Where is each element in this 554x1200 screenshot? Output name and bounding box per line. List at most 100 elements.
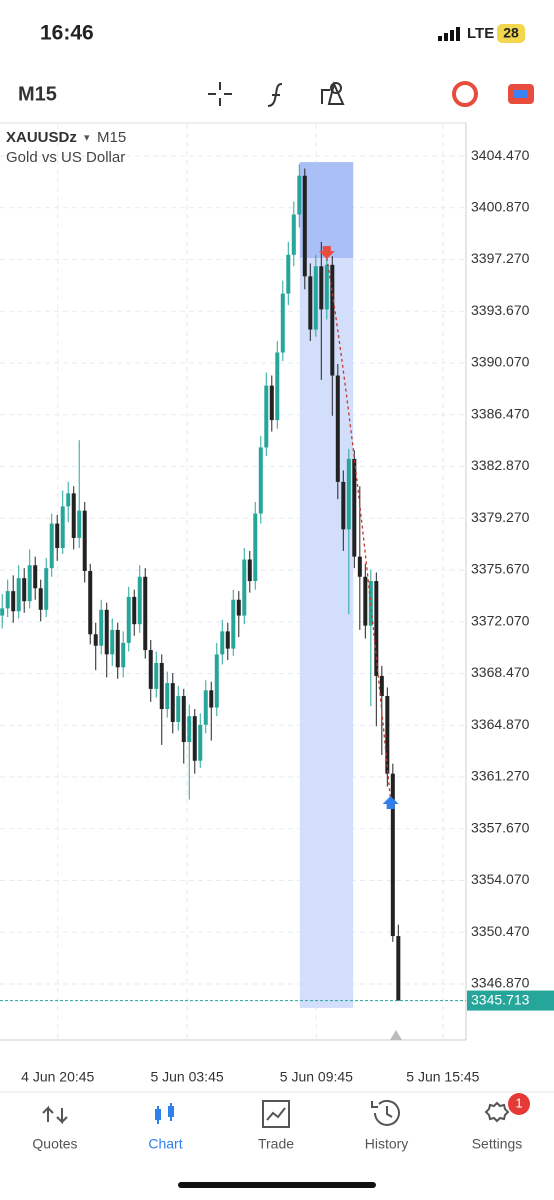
candle-body <box>275 352 280 421</box>
x-tick-label: 5 Jun 03:45 <box>150 1069 223 1085</box>
y-tick-label: 3357.670 <box>471 819 530 835</box>
timeframe-button[interactable]: M15 <box>18 83 57 105</box>
candle-body <box>110 629 115 655</box>
battery <box>497 24 525 43</box>
y-tick-label: 3364.870 <box>471 716 530 732</box>
candle-body <box>176 696 181 722</box>
y-tick-label: 3393.670 <box>471 302 530 318</box>
current-price-box <box>467 990 554 1011</box>
candle-body <box>385 696 390 774</box>
candle-body <box>379 675 384 697</box>
nav-label: Settings <box>472 1136 523 1152</box>
candle-body <box>269 385 274 421</box>
candle-body <box>55 523 60 549</box>
candle-body <box>148 650 153 689</box>
candle-body <box>33 565 38 589</box>
battery-level: 28 <box>503 25 519 41</box>
candle-body <box>192 716 197 761</box>
candle-body <box>187 716 192 743</box>
exit-arrow <box>382 795 399 809</box>
nav-icon <box>484 1101 510 1123</box>
app-icon[interactable] <box>452 81 478 107</box>
trade-line <box>326 257 392 802</box>
y-tick-label: 3397.270 <box>471 250 530 266</box>
candle-body <box>44 568 49 610</box>
nav-item[interactable]: Trade <box>258 1100 294 1152</box>
candle-body <box>357 556 362 577</box>
candle-body <box>132 596 137 625</box>
time-marker <box>390 1030 402 1040</box>
nav-icon <box>155 1109 161 1120</box>
candle-body <box>258 447 263 514</box>
candle-body <box>93 634 98 646</box>
candle-body <box>38 588 43 610</box>
nav-item[interactable]: Quotes <box>32 1105 78 1152</box>
x-tick-label: 5 Jun 09:45 <box>280 1069 353 1085</box>
candle-body <box>181 696 186 743</box>
y-tick-label: 3368.470 <box>471 664 530 680</box>
candle-body <box>170 683 175 722</box>
candle-body <box>49 523 54 569</box>
y-tick-label: 3404.470 <box>471 147 530 163</box>
nav-label: Trade <box>258 1136 294 1152</box>
candle-body <box>297 175 302 215</box>
candle-body <box>313 266 318 330</box>
candle-body <box>247 559 252 582</box>
nav-icon <box>168 1106 174 1117</box>
badge-count: 1 <box>515 1095 522 1110</box>
clock: 16:46 <box>40 22 94 45</box>
home-indicator <box>178 1182 376 1188</box>
candle-body <box>11 591 16 612</box>
candle-body <box>302 175 307 277</box>
nav-icon <box>262 1100 290 1128</box>
candle-body <box>99 609 104 646</box>
signal <box>438 27 460 41</box>
candle-body <box>220 631 225 655</box>
candle-body <box>324 264 329 310</box>
y-tick-label: 3361.270 <box>471 768 530 784</box>
nav-item[interactable]: Chart <box>148 1103 183 1152</box>
candle-body <box>165 683 170 709</box>
nav-icon <box>42 1105 68 1125</box>
candle-body <box>60 506 65 549</box>
y-tick-label: 3346.870 <box>471 975 530 991</box>
symbol-dropdown[interactable]: ▾ <box>84 132 90 144</box>
toolbar-icons[interactable] <box>208 80 345 107</box>
candle-body <box>291 214 296 255</box>
candle-body <box>330 264 335 376</box>
nav-label: Quotes <box>32 1136 77 1152</box>
nav-item[interactable]: History <box>365 1099 409 1152</box>
nav-item[interactable]: Settings <box>472 1101 523 1152</box>
candle-body <box>335 375 340 482</box>
stop-loss-zone <box>299 162 354 259</box>
y-tick-label: 3372.070 <box>471 612 530 628</box>
candle-body <box>27 565 32 602</box>
candle-body <box>374 581 379 676</box>
candle-body <box>115 629 120 668</box>
y-tick-label: 3379.270 <box>471 509 530 525</box>
y-tick-label: 3350.470 <box>471 923 530 939</box>
candle-body <box>126 596 131 643</box>
y-tick-label: 3375.670 <box>471 561 530 577</box>
candle-body <box>308 276 313 330</box>
y-tick-label: 3354.070 <box>471 871 530 887</box>
candle-body <box>264 385 269 448</box>
candle-body <box>104 609 109 655</box>
candle-body <box>231 599 236 649</box>
candle-body <box>396 936 401 1001</box>
app-icon <box>514 90 528 98</box>
candle-body <box>363 576 368 626</box>
candle-body <box>77 510 82 538</box>
candle-body <box>159 662 164 709</box>
candle-body <box>390 773 395 937</box>
candle-body <box>319 266 324 310</box>
candle-body <box>82 510 87 572</box>
candle-body <box>242 559 247 616</box>
symbol-description: Gold vs US Dollar <box>6 149 125 166</box>
candle-body <box>203 690 208 725</box>
symbol-timeframe: M15 <box>97 129 126 146</box>
candle-body <box>198 724 203 761</box>
candle-body <box>22 578 27 602</box>
nav-label: History <box>365 1136 409 1152</box>
